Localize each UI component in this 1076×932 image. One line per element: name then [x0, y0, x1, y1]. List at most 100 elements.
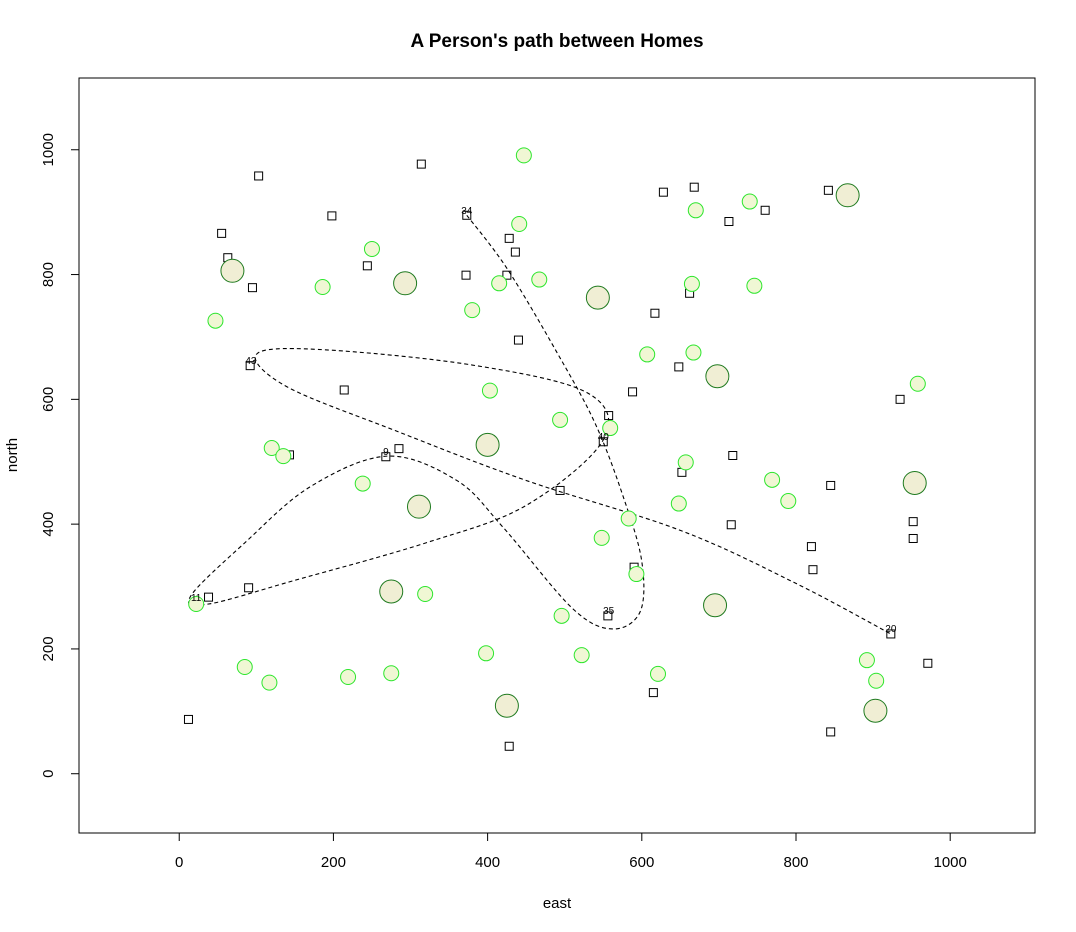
- large-circle-marker: [379, 579, 404, 604]
- home-square-marker: [728, 451, 738, 460]
- small-circle-marker: [683, 275, 700, 292]
- small-circle-marker: [868, 672, 885, 689]
- y-tick-label: 200: [40, 636, 57, 661]
- small-circle-marker: [478, 645, 495, 662]
- small-circle-marker: [188, 596, 205, 613]
- home-square-marker: [604, 411, 614, 421]
- home-square-marker: [254, 171, 264, 181]
- home-square-marker: [895, 394, 905, 404]
- large-circle-marker: [863, 698, 888, 723]
- small-circle-marker: [417, 586, 434, 603]
- home-square-marker: [461, 270, 471, 280]
- large-circle-marker: [494, 693, 519, 718]
- small-circle-marker: [764, 471, 781, 488]
- home-square-marker: [908, 533, 918, 543]
- small-circle-marker: [780, 493, 797, 510]
- homes-layer: [183, 159, 933, 751]
- small-circle-marker: [573, 647, 590, 664]
- large-circle-marker: [393, 271, 418, 296]
- home-square-marker: [658, 187, 668, 197]
- small-circle-marker: [858, 652, 875, 669]
- home-square-marker: [513, 335, 523, 345]
- y-axis-label: north: [4, 438, 21, 472]
- home-square-marker: [381, 452, 391, 462]
- path-point-label: 11: [191, 593, 202, 604]
- x-tick-label: 600: [629, 854, 654, 871]
- home-square-marker: [908, 517, 918, 527]
- small-circle-marker: [340, 669, 357, 686]
- home-square-marker: [603, 611, 613, 621]
- home-square-marker: [416, 159, 426, 169]
- home-square-marker: [502, 270, 512, 280]
- path-point-label: 35: [603, 606, 615, 617]
- small-circle-marker: [511, 216, 528, 233]
- x-tick-label: 0: [175, 854, 183, 871]
- small-circle-marker: [746, 277, 763, 294]
- small-circle-marker: [236, 659, 253, 676]
- home-square-marker: [689, 182, 699, 192]
- path-layer: [188, 214, 892, 635]
- small-circle-marker: [677, 454, 694, 471]
- small-circle-marker: [741, 193, 758, 210]
- y-tick-label: 1000: [40, 133, 57, 166]
- home-square-marker: [826, 480, 836, 490]
- x-tick-label: 200: [321, 854, 346, 871]
- home-square-marker: [504, 741, 514, 751]
- y-axis: 0 200 400 600 800 1000: [40, 133, 80, 778]
- large-circle-marker: [703, 593, 728, 618]
- home-square-marker: [650, 308, 660, 318]
- path-point-label: 20: [885, 624, 897, 635]
- small-circle-marker: [685, 344, 702, 361]
- large-circle-marker: [835, 183, 860, 208]
- large-circle-marker: [585, 285, 610, 310]
- large-circle-marker: [406, 494, 431, 519]
- path-point-label: 9: [383, 447, 389, 458]
- small-circle-marker: [687, 202, 704, 219]
- home-square-marker: [555, 485, 565, 495]
- home-square-marker: [204, 592, 214, 602]
- home-square-marker: [808, 565, 818, 575]
- small-circle-marker: [261, 674, 278, 691]
- home-square-marker: [462, 210, 472, 220]
- small-circle-marker: [531, 271, 548, 288]
- home-square-marker: [760, 205, 770, 215]
- small-circle-marker: [481, 382, 498, 399]
- small-circle-marker: [275, 448, 292, 465]
- home-square-marker: [726, 520, 736, 530]
- large-circles-layer: [220, 183, 927, 723]
- plot-area-frame: [78, 77, 1036, 834]
- small-circle-marker: [354, 475, 371, 492]
- path-point-label: 40: [598, 432, 610, 443]
- small-circle-marker: [383, 665, 400, 682]
- small-circle-marker: [491, 275, 508, 292]
- y-tick-label: 800: [40, 262, 57, 287]
- small-circle-marker: [639, 346, 656, 363]
- x-tick-label: 400: [475, 854, 500, 871]
- home-square-marker: [394, 444, 404, 454]
- small-circles-layer: [188, 147, 926, 691]
- large-circle-marker: [902, 470, 927, 495]
- y-tick-label: 400: [40, 512, 57, 537]
- small-circle-marker: [553, 607, 570, 624]
- home-square-marker: [247, 283, 257, 293]
- x-tick-label: 800: [783, 854, 808, 871]
- y-tick-label: 600: [40, 387, 57, 412]
- small-circle-marker: [314, 279, 331, 296]
- home-square-marker: [806, 542, 816, 552]
- home-square-marker: [245, 361, 255, 371]
- large-circle-marker: [705, 364, 730, 389]
- home-square-marker: [823, 185, 833, 195]
- home-square-marker: [217, 228, 227, 238]
- home-square-marker: [339, 385, 349, 395]
- small-circle-marker: [670, 495, 687, 512]
- path-point-label: 43: [245, 356, 257, 367]
- home-square-marker: [648, 688, 658, 698]
- path-labels-layer: 34 43 40 9 11 35 20: [191, 206, 897, 635]
- small-circle-marker: [593, 529, 610, 546]
- home-square-marker: [923, 658, 933, 668]
- large-circle-marker: [220, 258, 245, 283]
- person-path-line: [188, 214, 892, 635]
- small-circle-marker: [602, 420, 619, 437]
- small-circle-marker: [620, 510, 637, 527]
